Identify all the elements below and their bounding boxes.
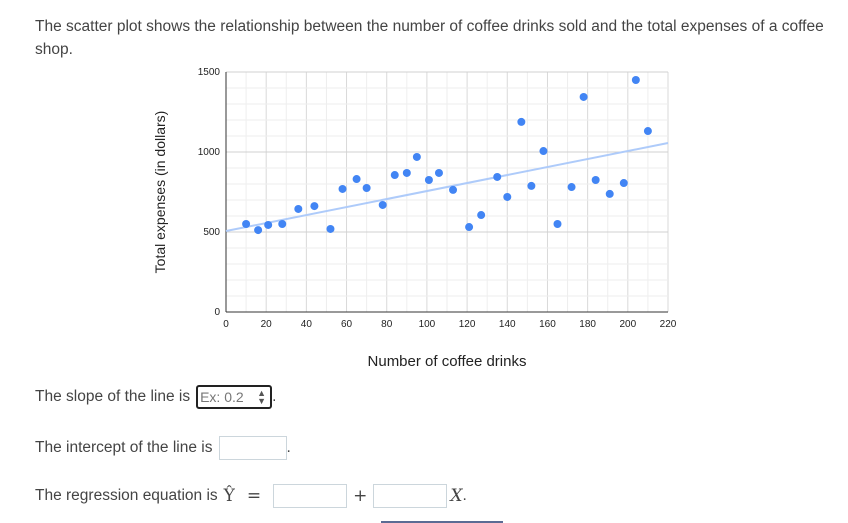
x-tick-label: 180 xyxy=(579,319,596,330)
data-point xyxy=(539,147,548,156)
regression-label: The regression equation is xyxy=(35,487,218,504)
slope-input[interactable]: Ex: 0.2 ▲ ▼ xyxy=(196,385,273,409)
regression-intercept-input[interactable] xyxy=(273,484,348,508)
data-point xyxy=(278,220,287,228)
x-tick-label: 40 xyxy=(301,319,313,330)
data-point xyxy=(390,171,399,180)
x-tick-label: 140 xyxy=(499,319,516,330)
data-point xyxy=(605,189,614,198)
x-tick-label: 80 xyxy=(381,319,393,330)
data-point xyxy=(503,192,512,201)
data-point xyxy=(643,127,652,136)
slope-label: The slope of the line is xyxy=(35,388,191,405)
spinner-icon[interactable]: ▲ ▼ xyxy=(257,388,267,406)
data-point xyxy=(527,181,536,190)
data-point xyxy=(402,168,411,177)
data-point xyxy=(567,183,576,192)
data-point xyxy=(242,220,251,228)
x-tick-label: 160 xyxy=(539,319,556,330)
data-point xyxy=(493,172,502,181)
x-variable: X xyxy=(450,486,463,506)
x-tick-label: 60 xyxy=(341,319,353,330)
data-point xyxy=(294,204,303,213)
y-tick-label: 0 xyxy=(214,307,220,318)
data-point xyxy=(553,220,562,228)
intercept-label: The intercept of the line is xyxy=(35,439,213,456)
data-point xyxy=(254,226,263,235)
intercept-question: The intercept of the line is . xyxy=(35,436,291,460)
data-point xyxy=(619,179,628,188)
intro-text: The scatter plot shows the relationship … xyxy=(35,18,824,58)
data-point xyxy=(517,117,526,126)
data-point xyxy=(264,220,273,229)
data-point xyxy=(591,176,600,184)
data-point xyxy=(378,200,387,209)
data-point xyxy=(352,175,361,184)
x-axis-label: Number of coffee drinks xyxy=(368,353,527,370)
submit-button-edge[interactable] xyxy=(381,521,503,523)
x-tick-label: 0 xyxy=(223,319,229,330)
x-tick-label: 20 xyxy=(261,319,273,330)
data-point xyxy=(477,211,486,220)
x-tick-label: 120 xyxy=(459,319,476,330)
data-point xyxy=(465,223,474,232)
slope-question: The slope of the line is Ex: 0.2 ▲ ▼ . xyxy=(35,385,276,409)
regression-slope-input[interactable] xyxy=(373,484,448,508)
scatter-chart: 0 20 40 60 80 100 120 140 160 180 200 220 0 500 1000 15… xyxy=(152,67,677,370)
x-tick-label: 100 xyxy=(419,319,436,330)
y-hat-symbol: Ŷ xyxy=(223,486,235,506)
data-point xyxy=(362,184,371,192)
y-tick-label: 1500 xyxy=(198,67,221,78)
data-point xyxy=(631,76,640,84)
data-point xyxy=(424,176,433,184)
y-tick-label: 1000 xyxy=(198,147,221,158)
data-point xyxy=(412,152,421,161)
intercept-input[interactable] xyxy=(218,436,287,460)
y-tick-label: 500 xyxy=(203,227,220,238)
x-tick-label: 220 xyxy=(660,319,677,330)
regression-question: The regression equation is Ŷ = + X . xyxy=(35,484,467,508)
data-point xyxy=(579,92,588,101)
data-point xyxy=(434,168,443,177)
y-axis-label: Total expenses (in dollars) xyxy=(152,111,168,274)
trend-line xyxy=(225,142,669,233)
x-tick-label: 200 xyxy=(619,319,636,330)
data-point xyxy=(310,202,319,211)
data-point xyxy=(449,185,458,194)
slope-placeholder: Ex: 0.2 xyxy=(200,389,244,405)
data-point xyxy=(326,224,335,233)
data-point xyxy=(338,184,347,193)
